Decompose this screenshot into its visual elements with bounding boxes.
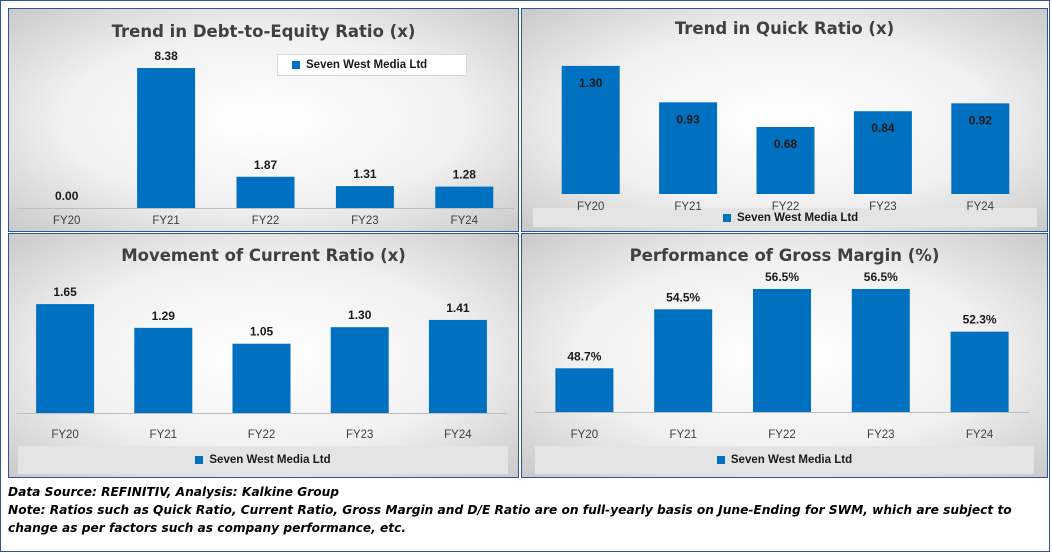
x-tick-label: FY20: [577, 201, 605, 213]
x-tick-label: FY23: [351, 215, 379, 227]
legend-label: Seven West Media Ltd: [737, 211, 859, 224]
data-label-fy21: 54.5%: [666, 290, 700, 304]
x-tick-label: FY21: [150, 429, 178, 441]
figure-footer: Data Source: REFINITIV, Analysis: Kalkin…: [8, 483, 1046, 537]
x-tick-label: FY24: [444, 429, 472, 441]
bar-fy24: [951, 103, 1010, 194]
legend-label: Seven West Media Ltd: [730, 454, 853, 466]
data-label-fy23: 1.31: [353, 167, 377, 181]
x-tick-label: FY21: [669, 429, 697, 441]
x-tick-label: FY23: [867, 429, 895, 441]
x-tick-label: FY20: [53, 215, 81, 227]
bar-fy22: [232, 343, 291, 413]
x-tick-label: FY20: [51, 429, 79, 441]
x-tick-label: FY22: [252, 215, 280, 227]
legend-swatch: [292, 61, 300, 69]
bar-fy20: [561, 65, 620, 194]
bar-fy21: [134, 327, 193, 413]
x-tick-label: FY24: [967, 201, 995, 213]
plot-area: 0.00 FY20 8.38 FY21 1.87 FY22 1.31 FY23 1.28 FY24: [17, 49, 514, 227]
data-label-fy24: 52.3%: [963, 313, 997, 327]
legend-label: Seven West Media Ltd: [306, 59, 428, 71]
bar-fy21: [654, 309, 713, 412]
legend-swatch: [195, 456, 204, 464]
chart-legend: Seven West Media Ltd: [277, 54, 467, 76]
x-tick-label: FY24: [451, 215, 479, 227]
data-label-fy22: 1.87: [254, 158, 278, 172]
gross-margin-chart: Performance of Gross Margin (%) Seven We…: [521, 233, 1048, 478]
bar-fy22: [236, 176, 295, 208]
plot-area: 1.65 FY20 1.29 FY21 1.05 FY22 1.30 FY23 1.41 FY24: [16, 285, 507, 441]
data-label-fy22: 56.5%: [765, 270, 799, 284]
x-tick-label: FY22: [768, 429, 796, 441]
data-label-fy24: 1.28: [453, 168, 477, 182]
bar-fy21: [137, 68, 196, 209]
bar-fy23: [851, 289, 910, 412]
bar-fy22: [753, 289, 811, 412]
plot-area: 48.7% FY20 54.5% FY21 56.5% FY22 56.5% FY23 52.3…: [535, 270, 1029, 441]
plot-area: 1.30 FY20 0.93 FY21 0.68 FY22 0.84 FY23 0.92 FY24: [561, 65, 1010, 213]
bar-fy24: [950, 331, 1009, 412]
bar-fy23: [330, 327, 389, 413]
quick-ratio-chart: Trend in Quick Ratio (x) Seven West Medi…: [521, 8, 1048, 232]
data-label-fy20: 0.00: [55, 189, 79, 203]
legend-label: Seven West Media Ltd: [209, 454, 331, 466]
bar-fy22: [756, 126, 815, 194]
data-label-fy24: 0.92: [969, 113, 993, 127]
data-label-fy21: 8.38: [154, 49, 178, 63]
data-label-fy23: 0.84: [871, 121, 895, 135]
chart-legend: Seven West Media Ltd: [533, 208, 1037, 227]
data-label-fy22: 0.68: [774, 137, 798, 151]
legend-swatch: [723, 213, 731, 222]
bar-fy24: [428, 319, 487, 413]
x-tick-label: FY23: [346, 429, 374, 441]
bar-fy20: [555, 368, 614, 412]
chart-title: Trend in Debt-to-Equity Ratio (x): [111, 22, 416, 41]
data-label-fy21: 1.29: [152, 309, 176, 323]
data-label-fy23: 1.30: [348, 308, 372, 322]
x-tick-label: FY24: [966, 429, 994, 441]
data-label-fy23: 56.5%: [864, 270, 898, 284]
x-tick-label: FY22: [248, 429, 276, 441]
chart-legend: Seven West Media Ltd: [18, 446, 508, 474]
x-tick-label: FY22: [772, 201, 800, 213]
x-tick-label: FY20: [571, 429, 599, 441]
bar-fy20: [36, 304, 95, 413]
bar-fy23: [335, 186, 394, 208]
data-label-fy20: 48.7%: [567, 349, 601, 363]
bar-fy23: [853, 111, 912, 194]
data-label-fy22: 1.05: [250, 325, 274, 339]
bar-fy24: [435, 186, 494, 208]
data-label-fy21: 0.93: [676, 112, 700, 126]
bar-fy21: [659, 102, 718, 194]
chart-title: Trend in Quick Ratio (x): [674, 19, 895, 38]
data-label-fy20: 1.30: [579, 76, 603, 90]
note-text: Note: Ratios such as Quick Ratio, Curren…: [8, 503, 1012, 535]
chart-title: Performance of Gross Margin (%): [629, 246, 940, 265]
chart-title: Movement of Current Ratio (x): [121, 246, 406, 265]
de-ratio-chart: Trend in Debt-to-Equity Ratio (x) Seven …: [8, 8, 519, 232]
x-tick-label: FY23: [869, 201, 897, 213]
chart-legend: Seven West Media Ltd: [535, 446, 1034, 474]
data-label-fy20: 1.65: [53, 285, 77, 299]
current-ratio-chart: Movement of Current Ratio (x) Seven West…: [8, 233, 519, 478]
x-tick-label: FY21: [674, 201, 702, 213]
legend-swatch: [716, 456, 725, 464]
x-tick-label: FY21: [152, 215, 180, 227]
data-source-text: Data Source: REFINITIV, Analysis: Kalkin…: [8, 485, 339, 499]
data-label-fy24: 1.41: [446, 301, 470, 315]
